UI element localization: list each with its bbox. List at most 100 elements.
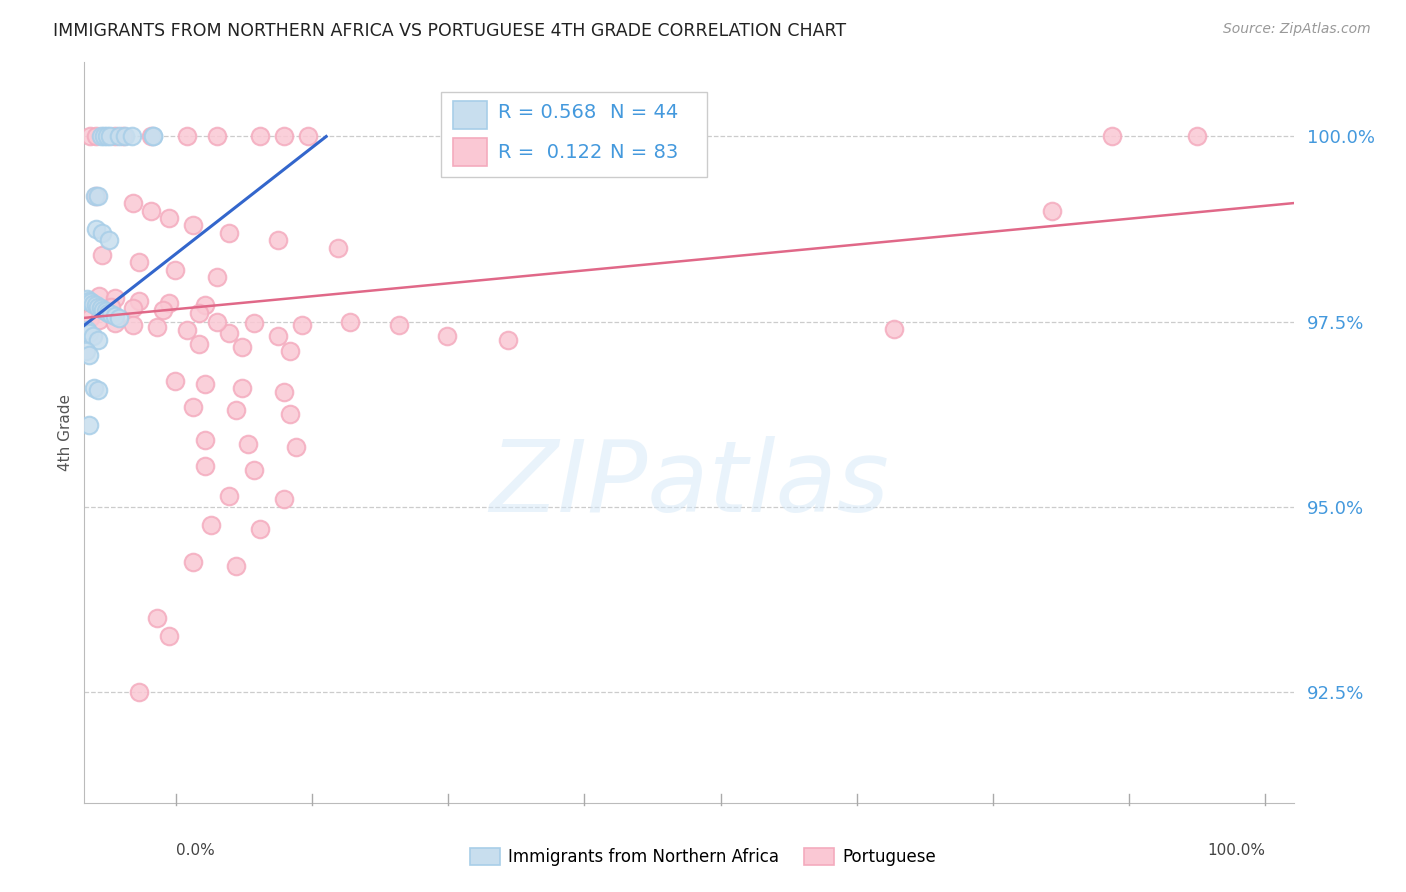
Point bbox=[218, 326, 240, 340]
Point bbox=[82, 329, 104, 343]
Point bbox=[83, 381, 105, 395]
Point bbox=[86, 129, 108, 144]
Point bbox=[84, 188, 107, 202]
Text: R =  0.122: R = 0.122 bbox=[498, 143, 602, 161]
Point bbox=[297, 129, 319, 144]
Point bbox=[76, 293, 98, 307]
Point bbox=[100, 307, 122, 321]
Point bbox=[207, 270, 229, 285]
Point bbox=[142, 129, 165, 144]
Point bbox=[157, 296, 180, 310]
Point bbox=[146, 320, 169, 334]
Point bbox=[104, 129, 127, 144]
Point bbox=[278, 344, 301, 359]
Point bbox=[77, 326, 100, 340]
Point bbox=[94, 304, 117, 318]
Point bbox=[96, 129, 118, 144]
Point bbox=[77, 418, 100, 433]
Point bbox=[79, 310, 101, 325]
Point bbox=[291, 318, 314, 333]
Point bbox=[87, 313, 110, 327]
Point bbox=[273, 492, 295, 507]
Text: 100.0%: 100.0% bbox=[1208, 843, 1265, 858]
Point bbox=[128, 684, 150, 698]
Point bbox=[883, 322, 905, 336]
Point bbox=[104, 291, 127, 305]
Point bbox=[93, 129, 115, 144]
Point bbox=[104, 309, 127, 323]
Text: ZIPatlas: ZIPatlas bbox=[489, 436, 889, 533]
Text: R = 0.568: R = 0.568 bbox=[498, 103, 596, 122]
Point bbox=[181, 555, 204, 569]
Point bbox=[97, 233, 120, 247]
Point bbox=[472, 129, 495, 144]
Point bbox=[157, 211, 180, 225]
Point bbox=[91, 248, 114, 262]
Point bbox=[98, 129, 121, 144]
Point bbox=[77, 348, 100, 362]
Point bbox=[225, 558, 247, 573]
Point bbox=[139, 129, 162, 144]
Point bbox=[100, 300, 122, 314]
Point bbox=[194, 377, 217, 392]
Point bbox=[267, 329, 290, 343]
Point bbox=[188, 336, 211, 351]
Point bbox=[83, 298, 105, 312]
Point bbox=[231, 341, 253, 355]
Point bbox=[91, 226, 114, 240]
Point bbox=[242, 462, 264, 476]
Point bbox=[207, 314, 229, 328]
Point bbox=[1040, 203, 1063, 218]
Point bbox=[225, 403, 247, 417]
Point bbox=[80, 295, 103, 310]
Point bbox=[278, 407, 301, 421]
Legend: Immigrants from Northern Africa, Portuguese: Immigrants from Northern Africa, Portugu… bbox=[463, 841, 943, 873]
Point bbox=[267, 233, 290, 247]
Point bbox=[231, 381, 253, 395]
Point bbox=[200, 518, 222, 533]
Point bbox=[218, 226, 240, 240]
Point bbox=[1185, 129, 1208, 144]
Point bbox=[181, 219, 204, 233]
Point bbox=[86, 383, 108, 397]
Point bbox=[87, 288, 110, 302]
Text: 0.0%: 0.0% bbox=[176, 843, 215, 858]
Point bbox=[142, 129, 165, 144]
Point bbox=[82, 297, 104, 311]
Point bbox=[108, 310, 131, 325]
Point bbox=[165, 374, 187, 388]
Point bbox=[128, 255, 150, 269]
FancyBboxPatch shape bbox=[453, 138, 486, 166]
Point bbox=[242, 316, 264, 330]
Point bbox=[176, 323, 198, 337]
Point bbox=[121, 196, 143, 211]
Point bbox=[86, 188, 108, 202]
Point bbox=[581, 129, 603, 144]
Point bbox=[108, 129, 131, 144]
Point bbox=[146, 610, 169, 624]
Point bbox=[121, 301, 143, 316]
Point bbox=[188, 306, 211, 320]
Y-axis label: 4th Grade: 4th Grade bbox=[58, 394, 73, 471]
Text: Source: ZipAtlas.com: Source: ZipAtlas.com bbox=[1223, 22, 1371, 37]
Point bbox=[114, 129, 136, 144]
Point bbox=[436, 329, 458, 343]
Point bbox=[90, 301, 112, 316]
Point bbox=[121, 318, 143, 333]
Point bbox=[121, 129, 143, 144]
Point bbox=[86, 222, 108, 236]
Point bbox=[152, 303, 174, 318]
Point bbox=[128, 293, 150, 308]
Point bbox=[538, 129, 561, 144]
Point bbox=[75, 344, 97, 359]
Point bbox=[76, 323, 98, 337]
Point bbox=[249, 522, 271, 536]
Point bbox=[165, 262, 187, 277]
Point bbox=[157, 629, 180, 643]
Point bbox=[273, 129, 295, 144]
Point bbox=[1101, 129, 1123, 144]
Point bbox=[194, 298, 217, 312]
Text: IMMIGRANTS FROM NORTHERN AFRICA VS PORTUGUESE 4TH GRADE CORRELATION CHART: IMMIGRANTS FROM NORTHERN AFRICA VS PORTU… bbox=[53, 22, 846, 40]
FancyBboxPatch shape bbox=[453, 101, 486, 129]
Point bbox=[388, 318, 411, 333]
